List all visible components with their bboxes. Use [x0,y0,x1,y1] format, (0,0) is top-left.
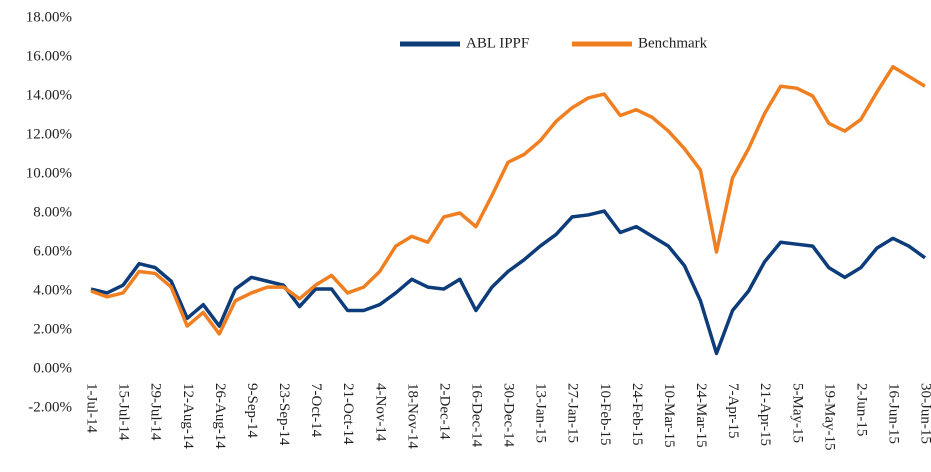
y-tick-label: 10.00% [26,165,72,181]
x-tick-label: 21-Oct-14 [340,383,356,445]
y-tick-label: 18.00% [26,9,72,25]
legend-label: Benchmark [638,35,708,51]
x-tick-label: 10-Feb-15 [597,383,613,446]
x-tick-label: 18-Nov-14 [404,383,420,449]
x-tick-label: 7-Apr-15 [725,383,741,439]
x-tick-label: 30-Jun-15 [918,383,931,444]
x-tick-label: 30-Dec-14 [501,383,517,448]
x-tick-label: 23-Sep-14 [276,383,292,446]
x-tick-label: 29-Jul-14 [148,383,164,441]
x-tick-label: 9-Sep-14 [244,383,260,438]
x-tick-label: 24-Mar-15 [693,383,709,448]
y-tick-label: 14.00% [26,87,72,103]
y-tick-label: 12.00% [26,126,72,142]
x-tick-label: 16-Jun-15 [885,383,901,444]
y-tick-label: 8.00% [33,204,72,220]
x-tick-label: 24-Feb-15 [629,383,645,446]
x-tick-label: 2-Jun-15 [853,383,869,436]
x-tick-label: 2-Dec-14 [436,383,452,440]
y-tick-label: 16.00% [26,48,72,64]
x-tick-label: 15-Jul-14 [116,383,132,441]
series-line [90,209,927,356]
y-tick-label: -2.00% [28,399,72,415]
y-tick-label: 2.00% [33,321,72,337]
x-tick-label: 10-Mar-15 [661,383,677,448]
y-tick-label: 4.00% [33,282,72,298]
x-tick-label: 19-May-15 [821,383,837,451]
x-tick-label: 26-Aug-14 [212,383,228,449]
y-tick-label: 0.00% [33,360,72,376]
series-line [90,65,926,336]
x-tick-label: 13-Jan-15 [533,383,549,443]
legend-label: ABL IPPF [466,35,529,51]
x-tick-label: 7-Oct-14 [308,383,324,438]
x-tick-label: 12-Aug-14 [180,383,196,449]
y-tick-label: 6.00% [33,243,72,259]
x-tick-label: 4-Nov-14 [372,383,388,442]
x-tick-label: 16-Dec-14 [468,383,484,448]
x-tick-label: 1-Jul-14 [84,383,100,433]
x-tick-label: 27-Jan-15 [565,383,581,443]
x-tick-label: 21-Apr-15 [757,383,773,446]
x-tick-label: 5-May-15 [789,383,805,443]
